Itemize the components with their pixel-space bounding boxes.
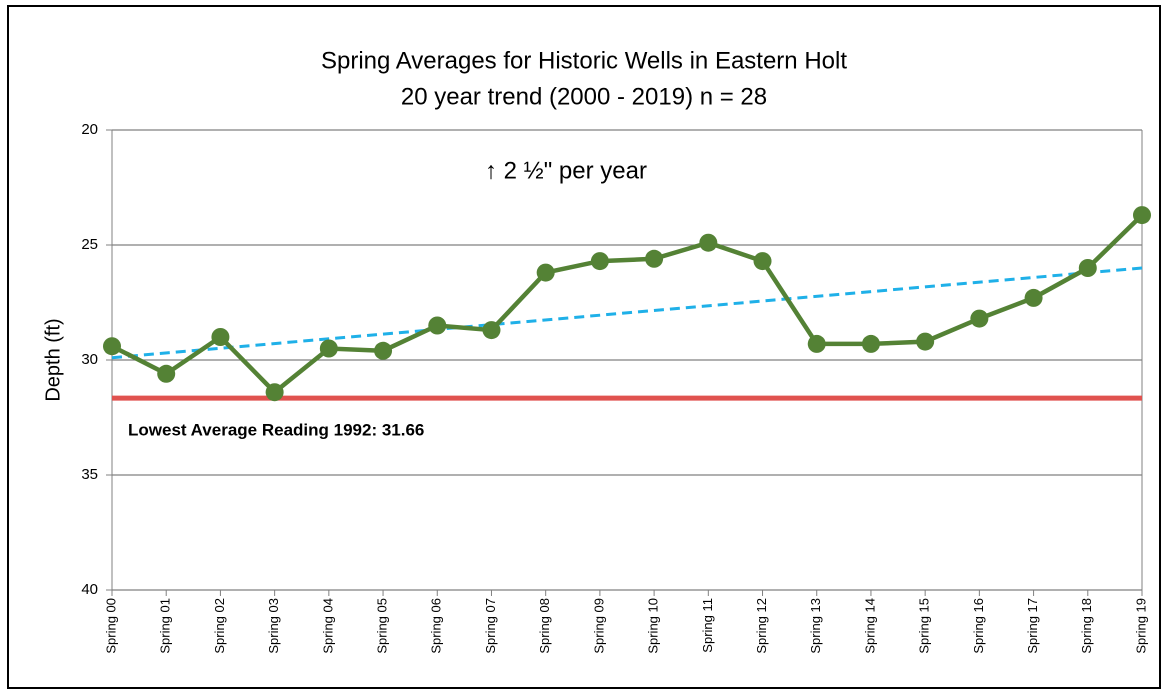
x-tick-label: Spring 19 [1133,598,1148,654]
x-tick-label: Spring 11 [700,598,715,653]
data-point [536,263,555,282]
data-point [807,334,826,353]
x-tick-label: Spring 12 [754,598,769,654]
data-point [265,383,284,402]
x-tick-label: Spring 04 [320,598,335,654]
chart-subtitle: 20 year trend (2000 - 2019) n = 28 [401,83,767,110]
data-point [482,321,501,340]
x-tick-label: Spring 01 [158,598,173,654]
x-tick-label: Spring 16 [971,598,986,654]
data-point [916,332,935,351]
trendline [111,266,1143,360]
chart-frame [7,5,1161,689]
trend-annotation: ↑ 2 ½" per year [485,157,647,184]
data-point [1133,206,1151,225]
y-tick-label: 35 [81,466,98,483]
data-point [861,334,880,353]
y-tick-label: 25 [81,236,98,253]
data-point [319,339,338,358]
data-point [157,364,176,383]
x-tick-label: Spring 10 [646,598,661,654]
x-tick-label: Spring 03 [266,598,281,654]
data-point [103,337,121,356]
y-tick-label: 30 [81,351,98,368]
x-tick-label: Spring 08 [537,598,552,654]
data-point [1078,259,1097,277]
y-tick-label: 20 [81,121,98,138]
data-point [753,252,772,271]
data-point [211,328,230,346]
data-point [374,341,393,360]
x-tick-label: Spring 02 [212,598,227,654]
data-point [699,233,718,252]
reference-label: Lowest Average Reading 1992: 31.66 [128,420,424,439]
y-axis-label: Depth (ft) [42,318,64,401]
x-tick-label: Spring 07 [483,598,498,654]
data-point [645,249,664,268]
x-tick-label: Spring 17 [1025,598,1040,654]
x-tick-label: Spring 06 [429,598,444,654]
data-point [970,309,989,328]
x-tick-label: Spring 05 [374,598,389,654]
x-tick-label: Spring 14 [862,598,877,654]
x-tick-label: Spring 00 [103,598,118,654]
data-point [1024,288,1043,307]
x-tick-label: Spring 15 [917,598,932,654]
data-point [428,316,447,335]
x-tick-label: Spring 09 [591,598,606,654]
x-tick-label: Spring 18 [1079,598,1094,654]
data-point [590,252,609,271]
chart-title: Spring Averages for Historic Wells in Ea… [321,47,847,74]
x-tick-label: Spring 13 [808,598,823,654]
y-tick-label: 40 [81,581,98,598]
data-line [110,213,1144,396]
